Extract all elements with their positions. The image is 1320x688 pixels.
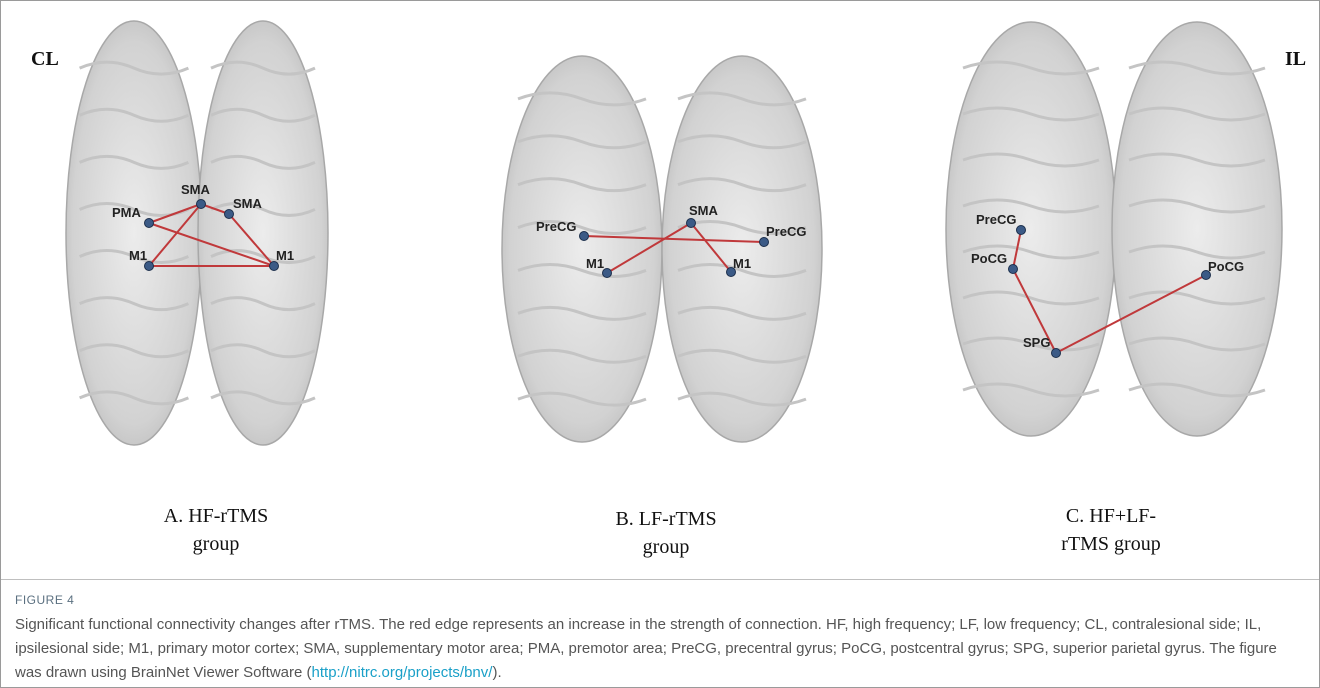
node-label: PreCG xyxy=(766,224,806,239)
panel-caption: C. HF+LF- xyxy=(1066,505,1156,527)
divider xyxy=(1,579,1319,580)
node-label: PoCG xyxy=(971,251,1007,266)
hemisphere xyxy=(1112,22,1282,436)
node-label: M1 xyxy=(276,248,294,263)
node-label: M1 xyxy=(129,248,147,263)
brain-figure: PMA SMA SMA M1 M1 PreCG SMA PreCG M1 M1 PreCG PoCG S… xyxy=(1,1,1319,579)
node xyxy=(1052,349,1061,358)
hemisphere xyxy=(198,21,328,445)
node-label: PreCG xyxy=(536,219,576,234)
side-label: CL xyxy=(31,48,59,70)
hemisphere xyxy=(502,56,662,442)
node-label: SPG xyxy=(1023,335,1050,350)
figure-caption: Significant functional connectivity chan… xyxy=(15,613,1305,685)
node xyxy=(687,219,696,228)
panel-caption: group xyxy=(193,533,240,555)
caption-text: ). xyxy=(492,664,501,681)
node-label: M1 xyxy=(733,256,751,271)
node-label: PoCG xyxy=(1208,259,1244,274)
caption-text: Significant functional connectivity chan… xyxy=(15,616,1277,681)
panel-caption: B. LF-rTMS xyxy=(615,508,716,530)
node-label: SMA xyxy=(689,203,719,218)
figure: PMA SMA SMA M1 M1 PreCG SMA PreCG M1 M1 PreCG PoCG S… xyxy=(0,0,1320,688)
panel-caption: rTMS group xyxy=(1061,533,1160,555)
link[interactable]: http://nitrc.org/projects/bnv/ xyxy=(312,664,493,681)
node-label: SMA xyxy=(181,182,211,197)
node xyxy=(580,232,589,241)
node xyxy=(145,219,154,228)
panel-caption: group xyxy=(643,536,690,558)
hemisphere xyxy=(66,21,202,445)
node-label: M1 xyxy=(586,256,604,271)
node xyxy=(1009,265,1018,274)
node-label: PreCG xyxy=(976,212,1016,227)
side-label: IL xyxy=(1285,48,1306,70)
hemisphere xyxy=(662,56,822,442)
figure-label: FIGURE 4 xyxy=(15,593,74,607)
node-label: PMA xyxy=(112,205,142,220)
hemisphere xyxy=(946,22,1116,436)
node xyxy=(1017,226,1026,235)
node xyxy=(197,200,206,209)
panel-caption: A. HF-rTMS xyxy=(164,505,268,527)
brains: PMA SMA SMA M1 M1 PreCG SMA PreCG M1 M1 PreCG PoCG S… xyxy=(66,21,1282,445)
node-label: SMA xyxy=(233,196,263,211)
